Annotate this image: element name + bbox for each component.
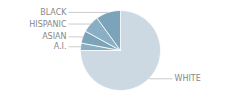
- svg-text:HISPANIC: HISPANIC: [29, 20, 67, 29]
- svg-text:A.I.: A.I.: [54, 42, 67, 51]
- svg-text:BLACK: BLACK: [40, 8, 67, 17]
- svg-text:WHITE: WHITE: [175, 74, 201, 83]
- svg-text:ASIAN: ASIAN: [42, 32, 66, 41]
